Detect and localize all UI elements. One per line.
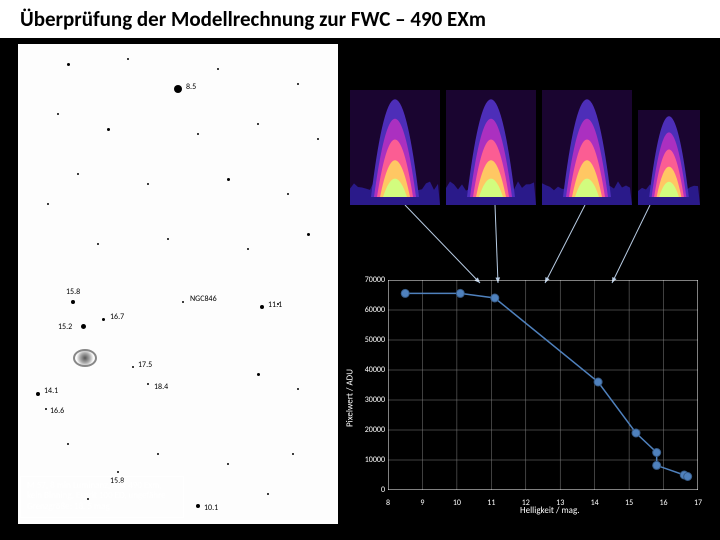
chart: Pixelwert / ADU Helligkeit / mag. 010000… [360,280,705,515]
psf-panel [542,90,632,205]
x-tick: 13 [556,498,564,508]
star [217,68,219,70]
psf-panel [350,90,440,205]
y-tick: 0 [381,485,385,495]
x-tick: 15 [625,498,633,508]
chart-point [684,473,692,481]
star-label: 11.1 [268,300,282,310]
psf-panel [446,90,536,205]
star-label: NGC846 [190,294,217,304]
x-tick: 14 [591,498,599,508]
x-tick: 11 [487,498,495,508]
y-tick: 50000 [365,335,385,345]
star [127,58,129,60]
y-tick: 60000 [365,305,385,315]
y-tick: 10000 [365,455,385,465]
y-tick: 40000 [365,365,385,375]
star [260,305,264,309]
star-label: 10.1 [204,503,218,513]
chart-svg [388,280,698,490]
star [67,443,69,445]
star [97,243,99,245]
star [182,301,184,303]
star [147,183,149,185]
y-tick: 20000 [365,425,385,435]
star [71,300,75,304]
star [102,318,105,321]
chart-point [594,378,602,386]
star [147,383,149,385]
star [297,83,299,85]
caption-box: M 57, 8 min Luminanz, Atik 490 Exm, kein… [20,476,184,518]
ring-nebula [73,349,97,367]
x-tick: 16 [659,498,667,508]
star [36,392,40,396]
star [47,203,49,205]
star [287,193,289,195]
star-label: 15.8 [66,287,80,297]
psf-row [350,90,700,205]
starfield-image: 8.515.8NGC84616.715.217.518.414.115.810.… [18,44,338,524]
star [67,63,70,66]
star [45,408,47,410]
star [292,453,294,455]
star [227,178,230,181]
chart-point [653,449,661,457]
star [307,233,310,236]
star-label: 8.5 [186,82,196,92]
psf-panel [638,110,700,205]
y-tick: 30000 [365,395,385,405]
x-tick: 10 [453,498,461,508]
star-label: 17.5 [138,360,152,370]
x-tick: 8 [386,498,390,508]
x-tick: 9 [420,498,424,508]
chart-point [401,289,409,297]
x-tick: 17 [694,498,702,508]
chart-ylabel: Pixelwert / ADU [345,369,356,427]
y-tick: 70000 [365,275,385,285]
star-label: 15.2 [58,322,72,332]
star [77,173,79,175]
star [81,324,86,329]
chart-point [456,289,464,297]
star [157,453,159,455]
chart-point [491,294,499,302]
star [167,238,169,240]
star-label: 14.1 [44,386,58,396]
star [297,388,299,390]
x-tick: 12 [522,498,530,508]
star [247,248,249,250]
star [117,471,119,473]
star [132,366,134,368]
star [107,128,110,131]
star [174,85,182,93]
star [197,133,199,135]
star [227,463,229,465]
star [257,123,259,125]
star [257,373,260,376]
star [317,138,319,140]
star [196,504,200,508]
slide-title: Überprüfung der Modellrechnung zur FWC –… [0,0,720,38]
star-label: 18.4 [154,382,168,392]
chart-point [632,429,640,437]
chart-point [653,461,661,469]
star [267,493,269,495]
star-label: 16.7 [110,312,124,322]
star [57,113,59,115]
